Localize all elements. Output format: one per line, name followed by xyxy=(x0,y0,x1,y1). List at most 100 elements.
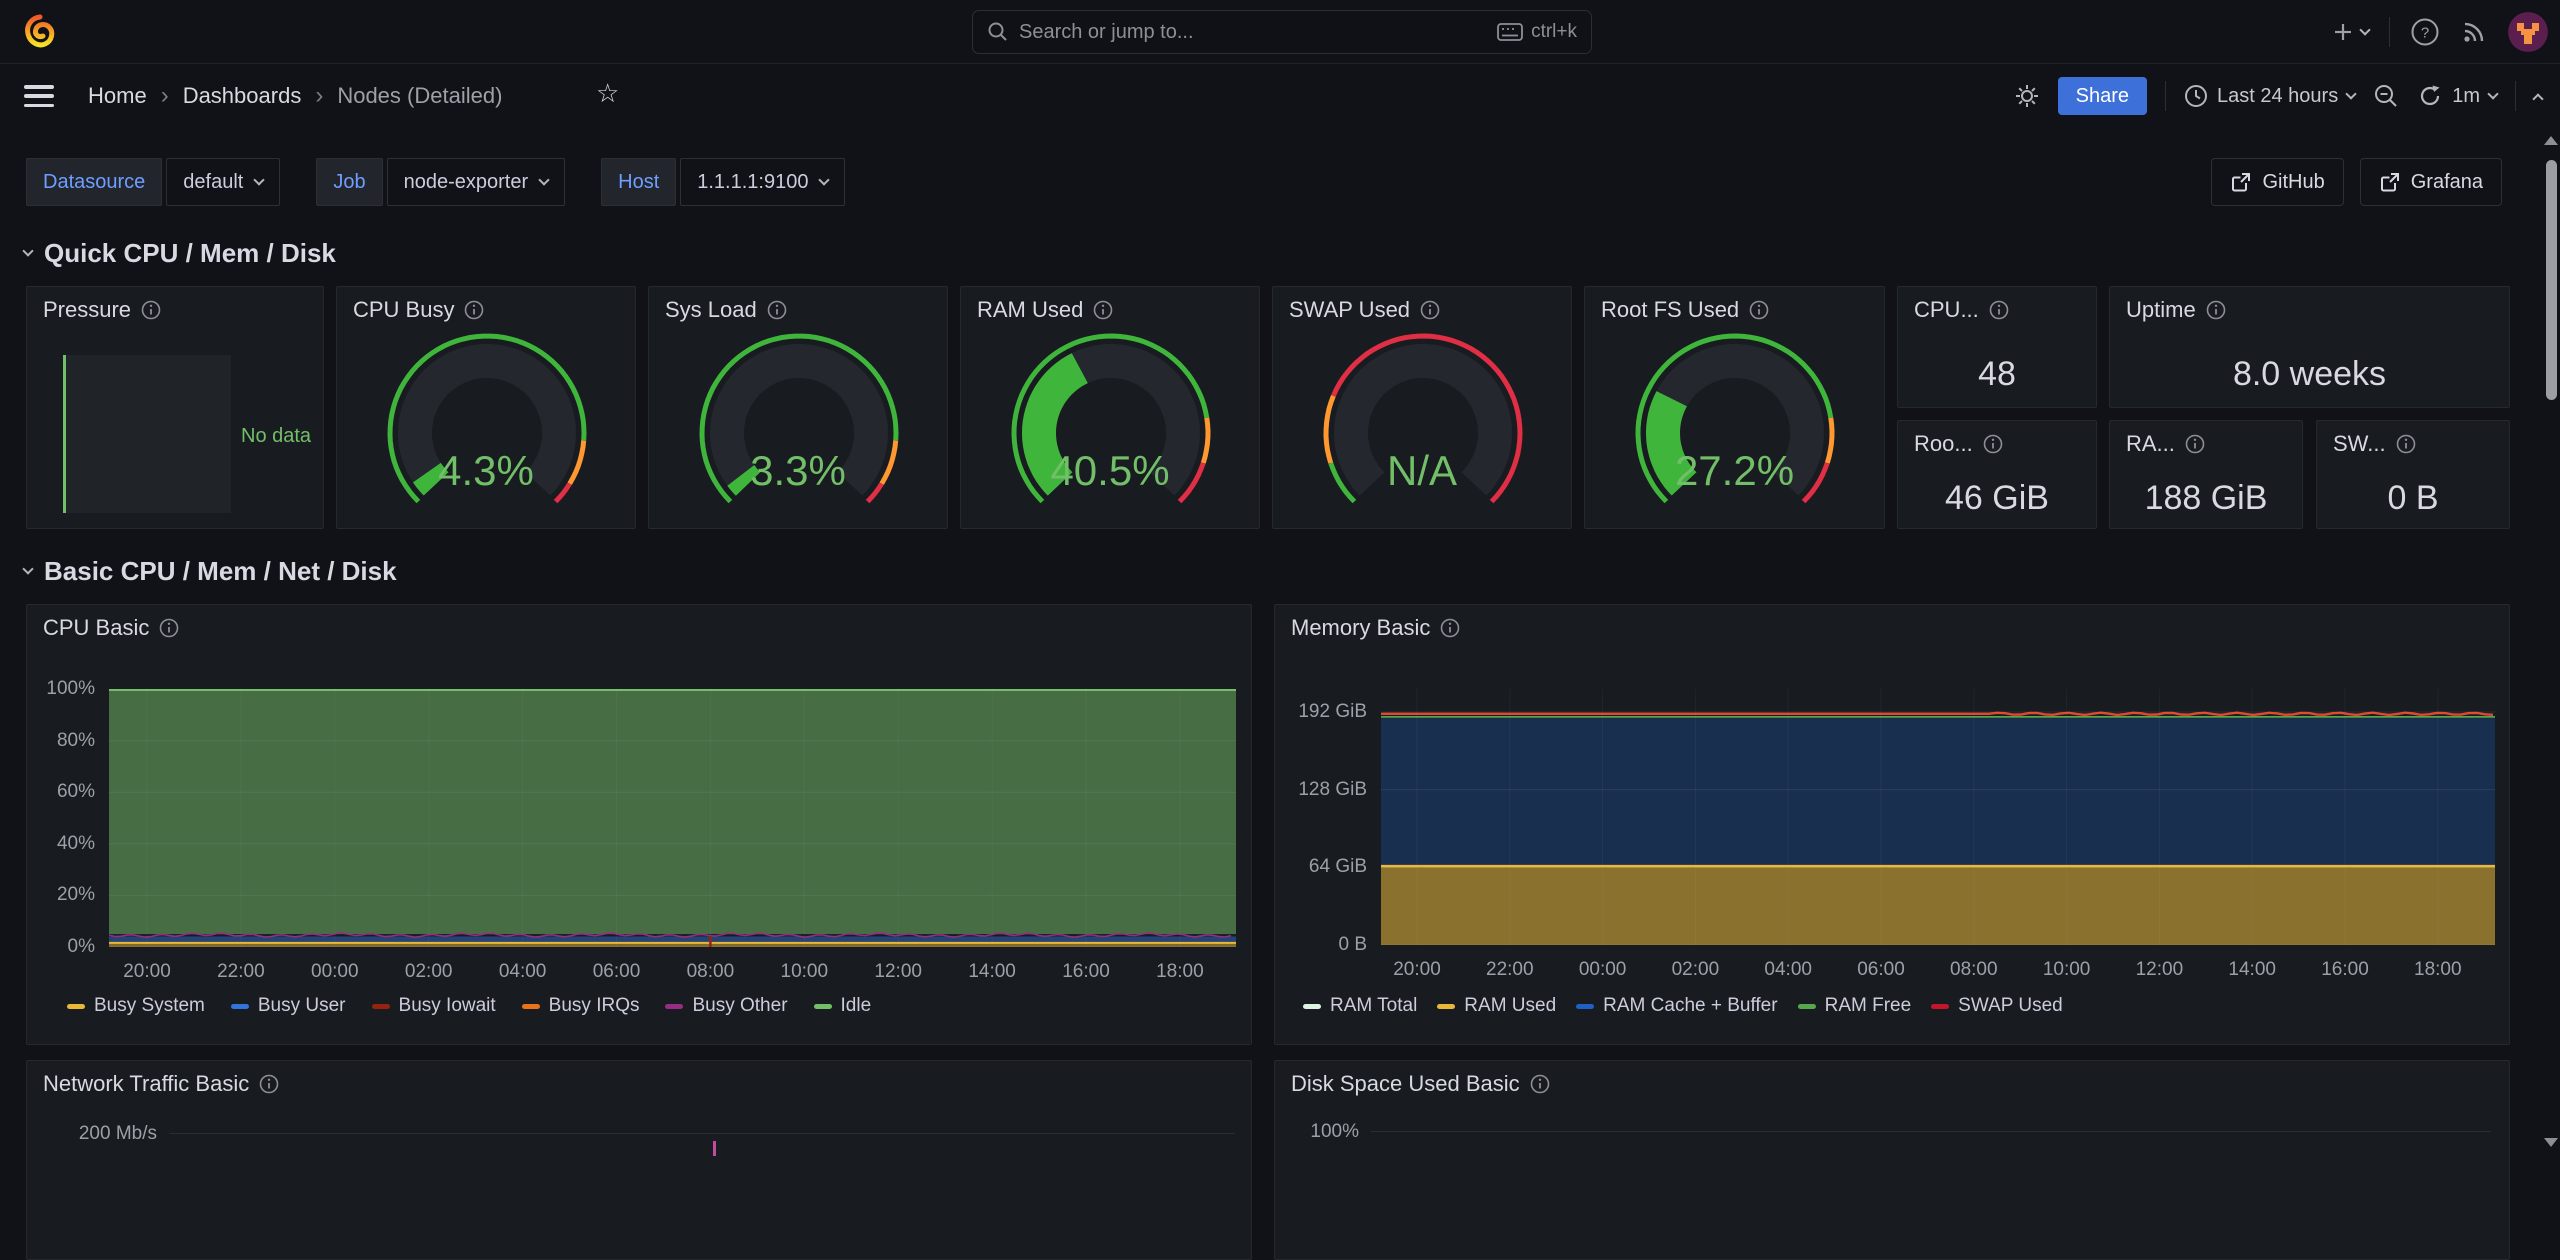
time-range-picker[interactable]: Last 24 hours xyxy=(2184,84,2357,108)
section-quick-cpu[interactable]: Quick CPU / Mem / Disk xyxy=(22,238,336,269)
divider xyxy=(2515,81,2516,111)
scroll-up-icon[interactable] xyxy=(2544,136,2558,145)
search-bar[interactable]: ctrl+k xyxy=(972,10,1592,54)
info-icon[interactable] xyxy=(1440,618,1460,638)
scrollbar-thumb[interactable] xyxy=(2546,160,2557,400)
info-icon[interactable] xyxy=(1420,300,1440,320)
legend-item-ram-used[interactable]: RAM Used xyxy=(1437,995,1556,1017)
legend-swatch xyxy=(1797,1003,1816,1009)
panel-swap-total[interactable]: SW... 0 B xyxy=(2316,420,2510,529)
search-input[interactable] xyxy=(1019,20,1488,44)
x-axis-tick: 04:00 xyxy=(498,961,547,982)
panel-title: Pressure xyxy=(43,297,132,322)
panel-pressure[interactable]: Pressure No data xyxy=(26,286,324,529)
legend-item-swap-used[interactable]: SWAP Used xyxy=(1931,995,2063,1017)
variable-value-dropdown[interactable]: node-exporter xyxy=(386,158,566,206)
legend-item-busy-user[interactable]: Busy User xyxy=(230,995,346,1017)
variable-value-dropdown[interactable]: 1.1.1.1:9100 xyxy=(680,158,846,206)
info-icon[interactable] xyxy=(1983,434,2003,454)
variable-value-dropdown[interactable]: default xyxy=(166,158,281,206)
variable-label[interactable]: Datasource xyxy=(26,158,163,206)
panel-ram-used[interactable]: RAM Used 40.5% xyxy=(960,286,1260,529)
info-icon[interactable] xyxy=(1093,300,1113,320)
dashboard-link-grafana[interactable]: Grafana xyxy=(2359,158,2502,206)
x-axis-tick: 06:00 xyxy=(1857,959,1905,980)
gridline xyxy=(1371,1131,2491,1132)
info-icon[interactable] xyxy=(1530,1074,1550,1094)
legend-item-ram-cache-buffer[interactable]: RAM Cache + Buffer xyxy=(1576,995,1778,1017)
legend-swatch xyxy=(1303,1003,1321,1009)
panel-rootfs-total[interactable]: Roo... 46 GiB xyxy=(1897,420,2097,529)
info-icon[interactable] xyxy=(1749,300,1769,320)
breadcrumb-item[interactable]: Dashboards xyxy=(182,83,302,108)
panel-network-traffic-basic[interactable]: Network Traffic Basic 200 Mb/s xyxy=(26,1060,1252,1260)
x-axis-tick: 14:00 xyxy=(968,961,1016,982)
info-icon[interactable] xyxy=(141,300,161,320)
legend-item-busy-iowait[interactable]: Busy Iowait xyxy=(371,995,496,1017)
info-icon[interactable] xyxy=(464,300,484,320)
time-range-label: Last 24 hours xyxy=(2217,84,2339,107)
menu-icon[interactable] xyxy=(24,85,54,107)
breadcrumb-item[interactable]: Home xyxy=(88,83,147,108)
star-icon[interactable]: ☆ xyxy=(596,78,620,108)
x-axis-tick: 04:00 xyxy=(1764,959,1812,980)
panel-cpu-cores[interactable]: CPU... 48 xyxy=(1897,286,2097,408)
x-axis-tick: 18:00 xyxy=(1156,961,1204,982)
info-icon[interactable] xyxy=(259,1074,279,1094)
legend-item-ram-free[interactable]: RAM Free xyxy=(1797,995,1912,1017)
legend-label: RAM Free xyxy=(1824,995,1912,1016)
news-button[interactable] xyxy=(2460,18,2488,46)
info-icon[interactable] xyxy=(1989,300,2009,320)
breadcrumb-item[interactable]: Nodes (Detailed) xyxy=(337,83,503,108)
info-icon[interactable] xyxy=(2206,300,2226,320)
legend-item-busy-system[interactable]: Busy System xyxy=(67,995,205,1017)
gauge xyxy=(1635,333,1835,504)
y-axis-tick: 192 GiB xyxy=(1298,700,1367,722)
refresh-picker[interactable]: 1m xyxy=(2417,83,2499,109)
legend-swatch xyxy=(371,1003,390,1009)
panel-title: Uptime xyxy=(2126,297,2196,322)
info-icon[interactable] xyxy=(2396,434,2416,454)
panel-uptime[interactable]: Uptime 8.0 weeks xyxy=(2109,286,2510,408)
legend-item-idle[interactable]: Idle xyxy=(813,995,871,1017)
panel-root-fs-used[interactable]: Root FS Used 27.2% xyxy=(1584,286,1885,529)
section-basic-cpu[interactable]: Basic CPU / Mem / Net / Disk xyxy=(22,556,397,587)
legend-swatch xyxy=(665,1003,684,1009)
panel-title: Disk Space Used Basic xyxy=(1291,1071,1520,1096)
avatar[interactable] xyxy=(2508,12,2548,52)
legend-item-ram-total[interactable]: RAM Total xyxy=(1303,995,1417,1017)
panel-title: RA... xyxy=(2126,431,2175,456)
panel-memory-basic[interactable]: Memory Basic 0 B 64 GiB 128 GiB 192 GiB 20:… xyxy=(1274,604,2510,1045)
y-axis-tick: 100% xyxy=(1310,1121,1359,1142)
collapse-header-button[interactable] xyxy=(2532,89,2544,105)
info-icon[interactable] xyxy=(159,618,179,638)
share-button[interactable]: Share xyxy=(2057,77,2147,115)
legend-item-busy-other[interactable]: Busy Other xyxy=(665,995,788,1017)
panel-swap-used[interactable]: SWAP Used N/A xyxy=(1272,286,1572,529)
panel-disk-space-used-basic[interactable]: Disk Space Used Basic 100% xyxy=(1274,1060,2510,1260)
info-icon[interactable] xyxy=(767,300,787,320)
legend-item-busy-irqs[interactable]: Busy IRQs xyxy=(521,995,639,1017)
variable-label[interactable]: Job xyxy=(316,158,383,206)
scroll-down-icon[interactable] xyxy=(2544,1138,2558,1147)
zoom-out-button[interactable] xyxy=(2373,83,2399,109)
settings-button[interactable] xyxy=(2014,83,2040,109)
grafana-logo[interactable] xyxy=(22,14,58,50)
add-button[interactable] xyxy=(2331,20,2371,44)
dashboard-link-github[interactable]: GitHub xyxy=(2211,158,2344,206)
info-icon[interactable] xyxy=(2185,434,2205,454)
memory-basic-plot[interactable] xyxy=(1381,689,2495,945)
cpu-basic-plot[interactable] xyxy=(109,689,1236,947)
x-axis-tick: 08:00 xyxy=(686,961,735,982)
panel-cpu-basic[interactable]: CPU Basic 0% 20% 40% 60% 80% 100% 20:00 22:00 0… xyxy=(26,604,1252,1045)
panel-cpu-busy[interactable]: CPU Busy 4.3% xyxy=(336,286,636,529)
panel-sys-load[interactable]: Sys Load 3.3% xyxy=(648,286,948,529)
help-button[interactable]: ? xyxy=(2410,17,2440,47)
x-axis-tick: 14:00 xyxy=(2228,959,2276,980)
panel-ram-total[interactable]: RA... 188 GiB xyxy=(2109,420,2303,529)
variable-label[interactable]: Host xyxy=(601,158,677,206)
variable-value: 1.1.1.1:9100 xyxy=(697,170,809,193)
x-axis-tick: 20:00 xyxy=(123,961,171,982)
legend-label: RAM Used xyxy=(1464,995,1557,1016)
chevron-down-icon xyxy=(538,174,550,186)
